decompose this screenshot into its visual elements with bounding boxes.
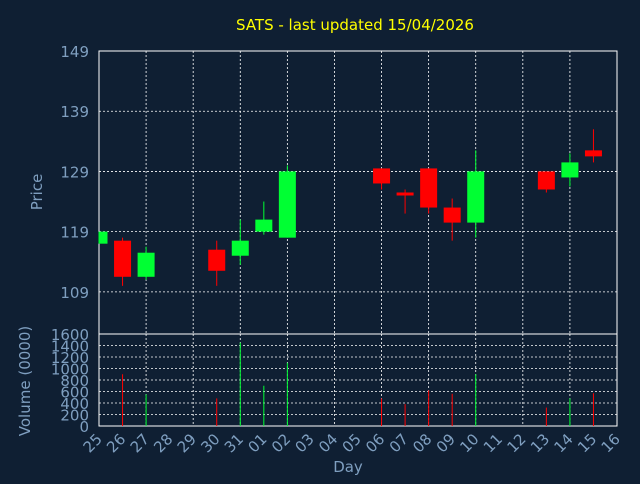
volume-tick-label: 1600 [51,326,89,344]
price-tick-label: 129 [60,163,89,181]
day-tick-label: 30 [197,430,223,456]
candle-body [537,171,555,190]
day-tick-label: 13 [527,430,553,456]
volume-tick-label: 200 [60,407,89,425]
day-tick-label: 29 [174,430,200,456]
price-tick-label: 149 [60,43,89,61]
candle-body [114,240,132,277]
candle-body [467,171,485,223]
day-tick-label: 26 [103,430,129,456]
chart-title: SATS - last updated 15/04/2026 [236,16,474,34]
day-tick-label: 06 [362,430,388,456]
day-axis-label: Day [333,458,363,476]
candle-body [396,192,414,196]
candle-body [584,150,602,157]
candle-body [208,249,226,271]
price-panel: 109 119 129 139 149 [60,43,618,335]
price-tick-label: 109 [60,284,89,302]
day-tick-label: 11 [480,430,506,456]
price-axis-label: Price [28,174,46,211]
day-tick-label: 14 [551,430,577,456]
day-tick-label: 01 [244,430,270,456]
day-tick-labels: 2526272829303101020304050607080910111213… [80,430,624,456]
candle-body [561,162,579,178]
day-tick-label: 02 [268,430,294,456]
day-tick-label: 27 [127,430,153,456]
day-tick-label: 28 [150,430,176,456]
volume-axis-label: Volume (0000) [16,326,34,436]
day-tick-label: 12 [503,430,529,456]
price-tick-label: 119 [60,224,89,242]
candle-body [99,231,108,244]
day-tick-label: 05 [339,430,365,456]
day-tick-label: 03 [292,430,318,456]
day-tick-label: 31 [221,430,247,456]
volume-tick-label: 0 [79,418,89,436]
day-tick-label: 04 [315,430,341,456]
candle-body [373,168,391,184]
day-tick-label: 10 [456,430,482,456]
candle-body [255,219,273,232]
volume-tick-label: 1200 [51,349,89,367]
price-tick-label: 139 [60,103,89,121]
day-tick-label: 16 [598,430,624,456]
day-tick-label: 15 [574,430,600,456]
day-tick-label: 08 [409,430,435,456]
candle-body [420,168,438,208]
candle-body [137,252,155,277]
volume-tick-label: 600 [60,384,89,402]
candle-body [278,171,296,238]
volume-tick-label: 400 [60,395,89,413]
candle-body [443,207,461,223]
volume-tick-label: 1000 [51,361,89,379]
candle-body [231,240,249,256]
day-tick-label: 09 [433,430,459,456]
day-tick-label: 07 [386,430,412,456]
volume-tick-label: 1400 [51,338,89,356]
volume-tick-label: 800 [60,372,89,390]
